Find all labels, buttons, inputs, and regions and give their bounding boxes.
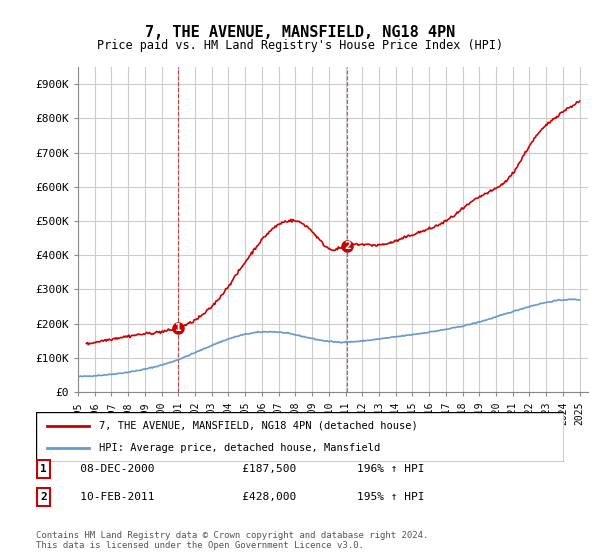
Text: 2: 2 [344,241,350,251]
Text: Price paid vs. HM Land Registry's House Price Index (HPI): Price paid vs. HM Land Registry's House … [97,39,503,52]
Text: HPI: Average price, detached house, Mansfield: HPI: Average price, detached house, Mans… [100,443,380,453]
Text: 2: 2 [40,492,47,502]
FancyBboxPatch shape [37,488,50,506]
FancyBboxPatch shape [37,460,50,478]
Text: 08-DEC-2000             £187,500         196% ↑ HPI: 08-DEC-2000 £187,500 196% ↑ HPI [60,464,425,474]
Text: 7, THE AVENUE, MANSFIELD, NG18 4PN (detached house): 7, THE AVENUE, MANSFIELD, NG18 4PN (deta… [100,421,418,431]
Text: Contains HM Land Registry data © Crown copyright and database right 2024.
This d: Contains HM Land Registry data © Crown c… [36,530,428,550]
Text: 10-FEB-2011             £428,000         195% ↑ HPI: 10-FEB-2011 £428,000 195% ↑ HPI [60,492,425,502]
Text: 1: 1 [175,323,182,333]
Text: 1: 1 [40,464,47,474]
Text: 7, THE AVENUE, MANSFIELD, NG18 4PN: 7, THE AVENUE, MANSFIELD, NG18 4PN [145,25,455,40]
FancyBboxPatch shape [36,412,564,462]
